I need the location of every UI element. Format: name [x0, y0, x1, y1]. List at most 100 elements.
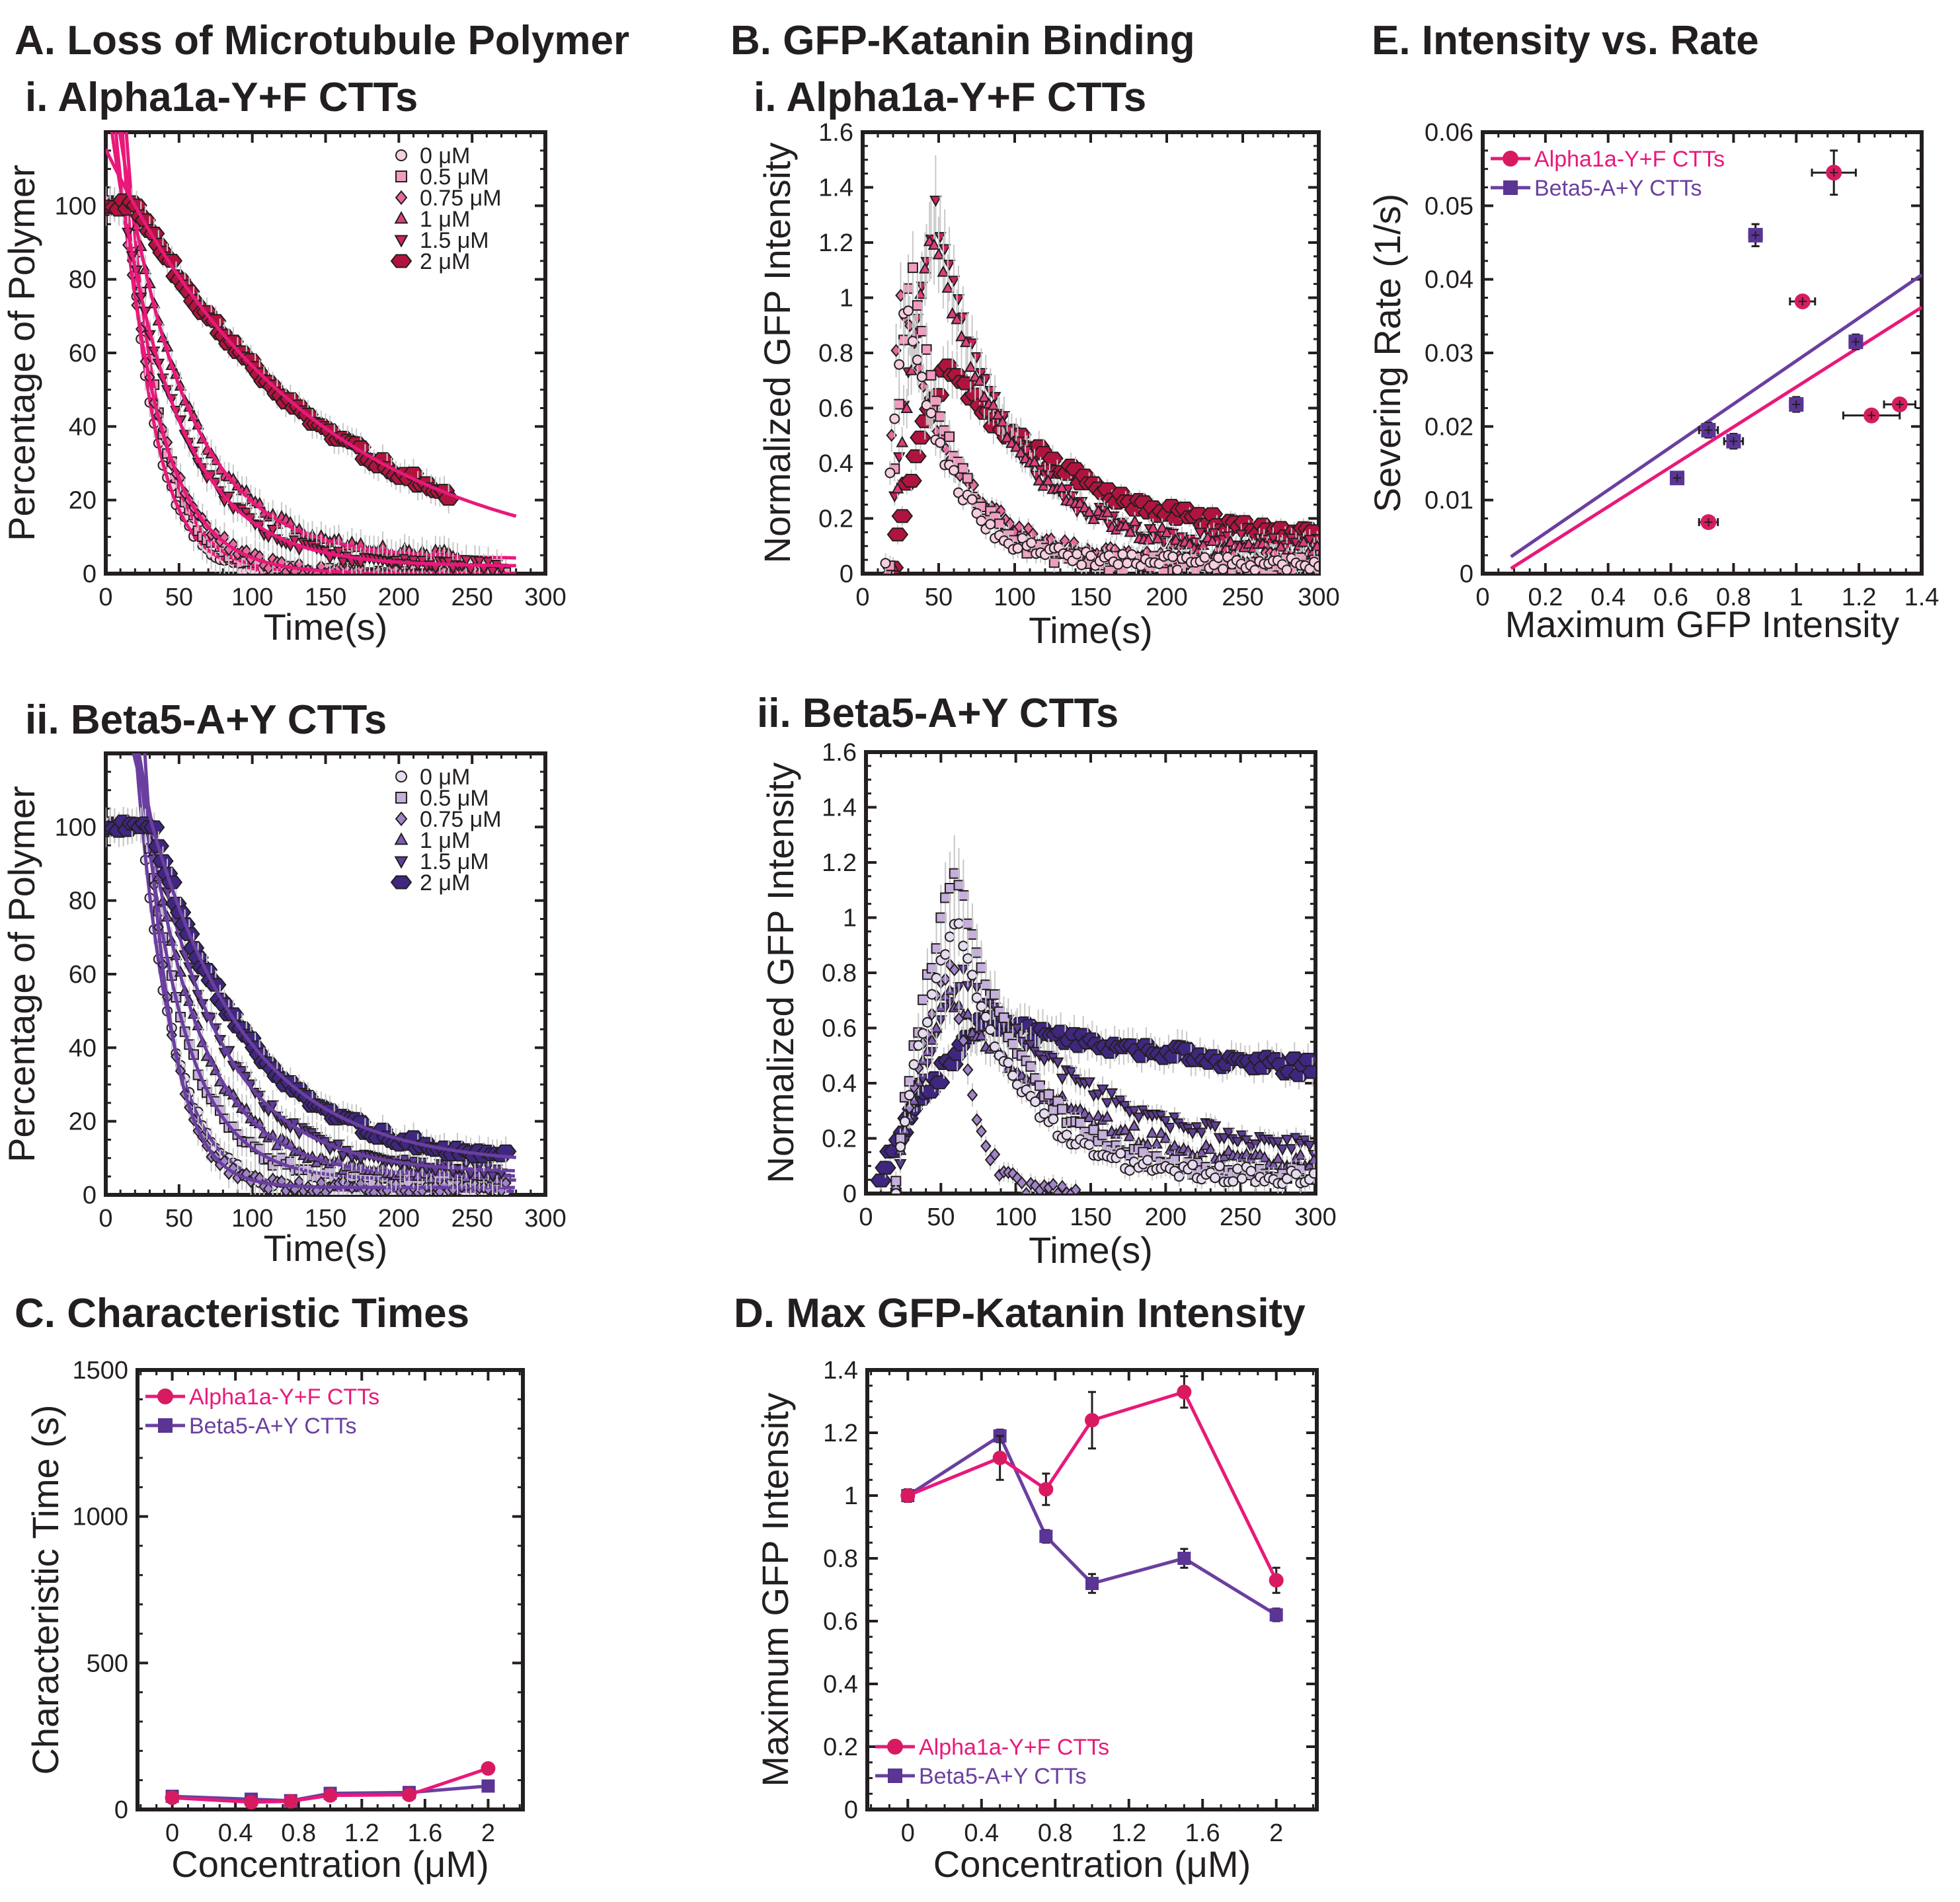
data-point	[962, 473, 973, 484]
data-point	[935, 912, 947, 923]
data-point	[1034, 1080, 1045, 1091]
series-2M-um	[106, 753, 517, 1172]
chart-gfp-beta: 0 50 100 150 200 250 300 0 0.2 0.4 0.6 0.8 1 1.2 1.4 1.…	[760, 739, 1337, 1271]
data-point	[1001, 431, 1013, 443]
data-point	[1083, 1077, 1096, 1089]
data-point	[1207, 528, 1220, 540]
data-point	[943, 260, 956, 272]
x-tick-label: 100	[995, 1203, 1037, 1231]
data-point	[958, 1034, 969, 1047]
series-0.5M-um	[890, 835, 1315, 1192]
data-point	[938, 244, 951, 256]
heading-panel-b-i: i. Alpha1a-Y+F CTTs	[754, 75, 1146, 120]
data-point	[1055, 480, 1068, 493]
data-point	[1052, 1187, 1064, 1194]
legend-marker	[395, 811, 408, 827]
data-point	[1274, 540, 1287, 552]
data-point	[1169, 533, 1183, 545]
data-point	[368, 1186, 379, 1195]
data-point	[962, 918, 974, 929]
data-point	[971, 1113, 983, 1127]
x-tick-label: 300	[524, 584, 566, 611]
plot-area	[880, 155, 1319, 574]
data-point	[288, 535, 301, 547]
x-tick-label: 250	[1220, 1203, 1261, 1231]
y-tick-label: 0.8	[822, 960, 857, 987]
x-tick-label: 150	[305, 584, 346, 611]
data-point	[1048, 557, 1060, 568]
data-point	[904, 1090, 915, 1101]
legend-marker	[395, 771, 407, 782]
data-point	[1194, 527, 1206, 539]
data-point	[952, 294, 965, 306]
data-point	[1070, 1183, 1081, 1194]
data-point	[482, 556, 494, 568]
data-point	[1285, 1144, 1298, 1156]
data-point	[891, 509, 914, 523]
data-point	[262, 1182, 274, 1195]
data-point	[1308, 1153, 1315, 1165]
data-point	[1303, 1140, 1315, 1152]
x-tick-label: 200	[378, 584, 420, 611]
data-point	[1126, 549, 1138, 560]
data-point	[918, 994, 929, 1005]
data-point	[1021, 1187, 1032, 1194]
y-tick-label: 0.2	[818, 506, 853, 533]
data-point	[870, 1173, 892, 1188]
data-point	[1043, 1089, 1054, 1100]
data-point	[918, 379, 929, 393]
data-point	[989, 1041, 1000, 1052]
heading-panel-a-i: i. Alpha1a-Y+F CTTs	[25, 75, 418, 120]
y-tick-label: 40	[69, 413, 97, 441]
data-point	[891, 482, 904, 494]
data-point	[996, 415, 1009, 427]
data-point	[1003, 1057, 1014, 1069]
data-point	[1204, 1143, 1217, 1155]
data-point	[886, 527, 909, 542]
legend-label: 1.5 μM	[420, 849, 489, 874]
data-point	[980, 1139, 992, 1153]
data-point	[486, 566, 499, 574]
data-point	[889, 413, 900, 424]
data-point	[1072, 549, 1083, 560]
data-point	[1195, 1127, 1208, 1139]
data-point	[1105, 1088, 1118, 1100]
data-point	[416, 556, 429, 568]
data-point	[1097, 1129, 1109, 1141]
data-point	[1124, 525, 1137, 537]
chart-gfp-alpha: 0 50 100 150 200 250 300 0 0.2 0.4 0.6 0.8 1 1.2 1.4 1.…	[756, 119, 1340, 651]
data-point	[1208, 1121, 1222, 1133]
fit-curve	[132, 753, 516, 1159]
data-point	[958, 940, 969, 952]
data-point	[270, 1139, 284, 1151]
legend-label: 2 μM	[420, 249, 470, 274]
legend: 0 μM0.5 μM0.75 μM1 μM1.5 μM2 μM	[390, 765, 502, 895]
y-tick-label: 1	[840, 285, 853, 313]
x-tick-label: 250	[451, 1205, 492, 1233]
data-point	[1128, 515, 1142, 527]
x-tick-label: 150	[1070, 584, 1111, 611]
data-point	[240, 508, 253, 519]
data-point	[1290, 1133, 1302, 1145]
data-point	[944, 931, 955, 942]
data-point	[1118, 1123, 1132, 1135]
heading-panel-a-ii: ii. Beta5-A+Y CTTs	[25, 697, 387, 743]
data-point	[1091, 1089, 1105, 1101]
x-tick-label: 250	[451, 584, 492, 611]
data-point	[1218, 1133, 1231, 1145]
y-tick-label: 1.4	[822, 794, 857, 822]
y-tick-label: 1	[843, 905, 857, 932]
data-point	[931, 973, 942, 984]
data-point	[900, 473, 922, 488]
data-point	[1012, 543, 1023, 554]
x-axis-title: Time(s)	[1029, 1229, 1153, 1271]
data-point	[1213, 552, 1224, 563]
data-point	[976, 1124, 987, 1138]
data-point	[1083, 1139, 1095, 1151]
data-point	[1123, 1129, 1136, 1141]
fit-curve	[137, 753, 516, 1173]
series-1M-um	[889, 966, 1315, 1194]
data-point	[1026, 537, 1037, 549]
data-point	[937, 265, 950, 277]
data-point	[926, 989, 937, 1000]
